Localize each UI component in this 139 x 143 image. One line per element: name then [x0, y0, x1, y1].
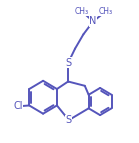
Text: N: N	[89, 16, 97, 26]
Text: S: S	[65, 58, 71, 68]
Text: CH₃: CH₃	[75, 7, 89, 16]
Text: S: S	[66, 115, 72, 125]
Text: CH₃: CH₃	[99, 7, 113, 16]
Text: Cl: Cl	[13, 101, 23, 111]
